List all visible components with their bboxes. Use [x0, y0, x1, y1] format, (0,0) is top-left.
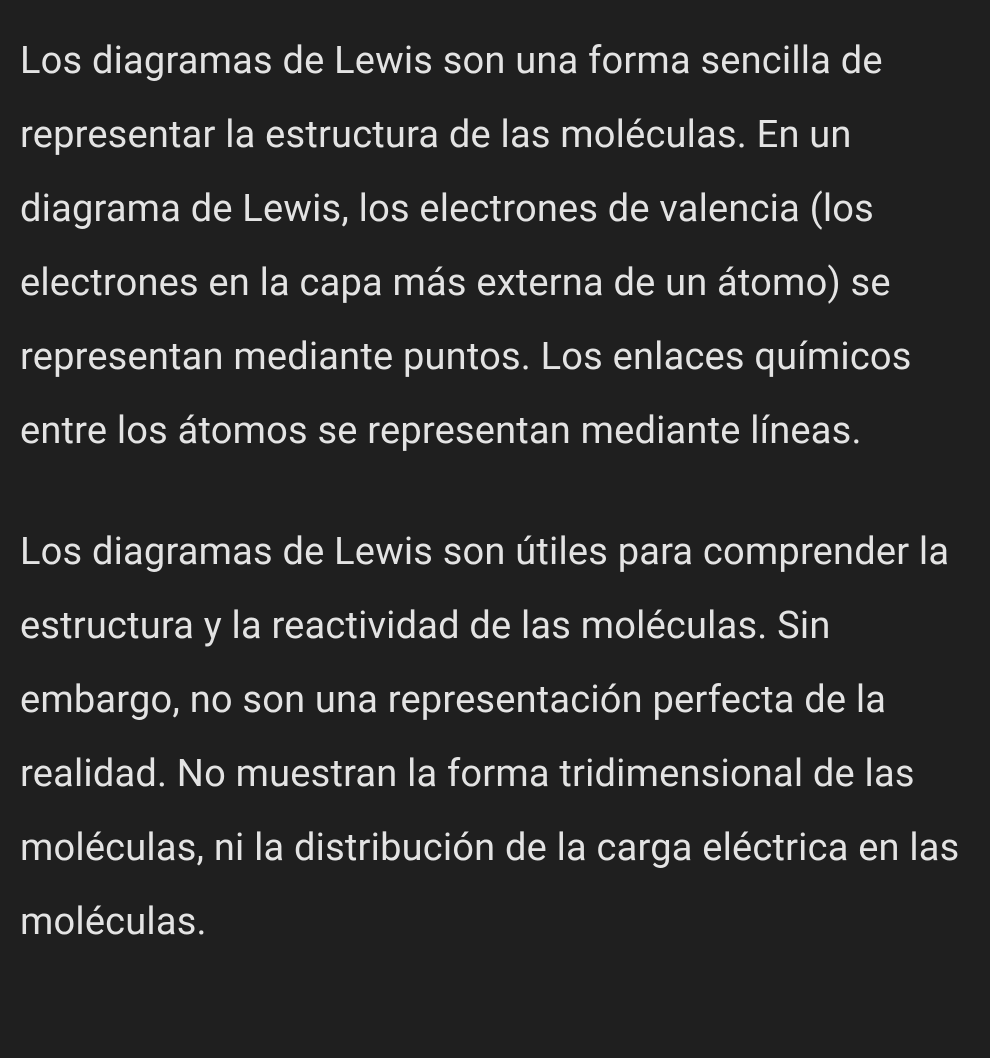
paragraph-1: Los diagramas de Lewis son una forma sen… — [20, 24, 974, 469]
paragraph-2: Los diagramas de Lewis son útiles para c… — [20, 515, 974, 960]
document-body: Los diagramas de Lewis son una forma sen… — [20, 24, 974, 959]
